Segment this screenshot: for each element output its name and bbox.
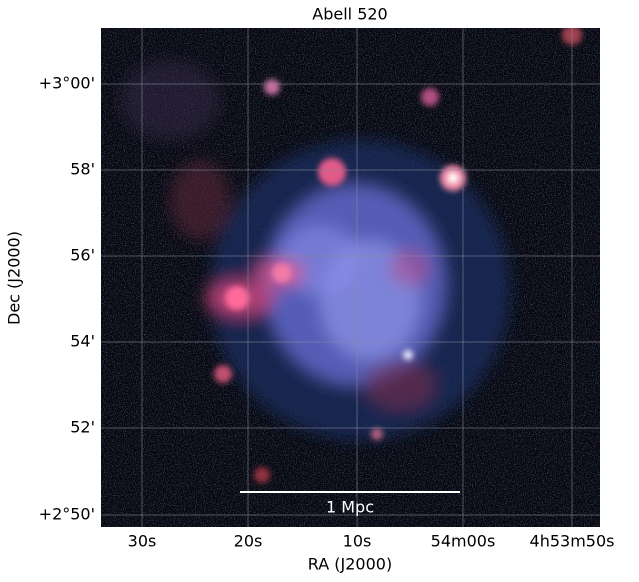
x-tick-label: 4h53m50s [530, 532, 615, 551]
x-tick-label: 10s [343, 532, 372, 551]
y-tick-label: 58' [70, 160, 95, 179]
title: Abell 520 [312, 5, 387, 24]
y-tick-label: 52' [70, 418, 95, 437]
y-ticks: +3°00' 58' 56' 54' 52' +2°50' [39, 74, 95, 524]
scale-bar-label: 1 Mpc [326, 498, 374, 517]
x-ticks: 30s 20s 10s 54m00s 4h53m50s [128, 532, 615, 551]
x-tick-label: 54m00s [431, 532, 496, 551]
y-tick-label: 56' [70, 246, 95, 265]
sky-image: 1 Mpc [101, 28, 600, 527]
y-tick-label: +2°50' [39, 505, 95, 524]
x-tick-label: 20s [234, 532, 263, 551]
x-axis-label: RA (J2000) [308, 555, 392, 574]
y-tick-label: +3°00' [39, 74, 95, 93]
y-tick-label: 54' [70, 332, 95, 351]
grid [101, 28, 600, 527]
x-tick-label: 30s [128, 532, 157, 551]
y-axis-label: Dec (J2000) [5, 231, 24, 325]
